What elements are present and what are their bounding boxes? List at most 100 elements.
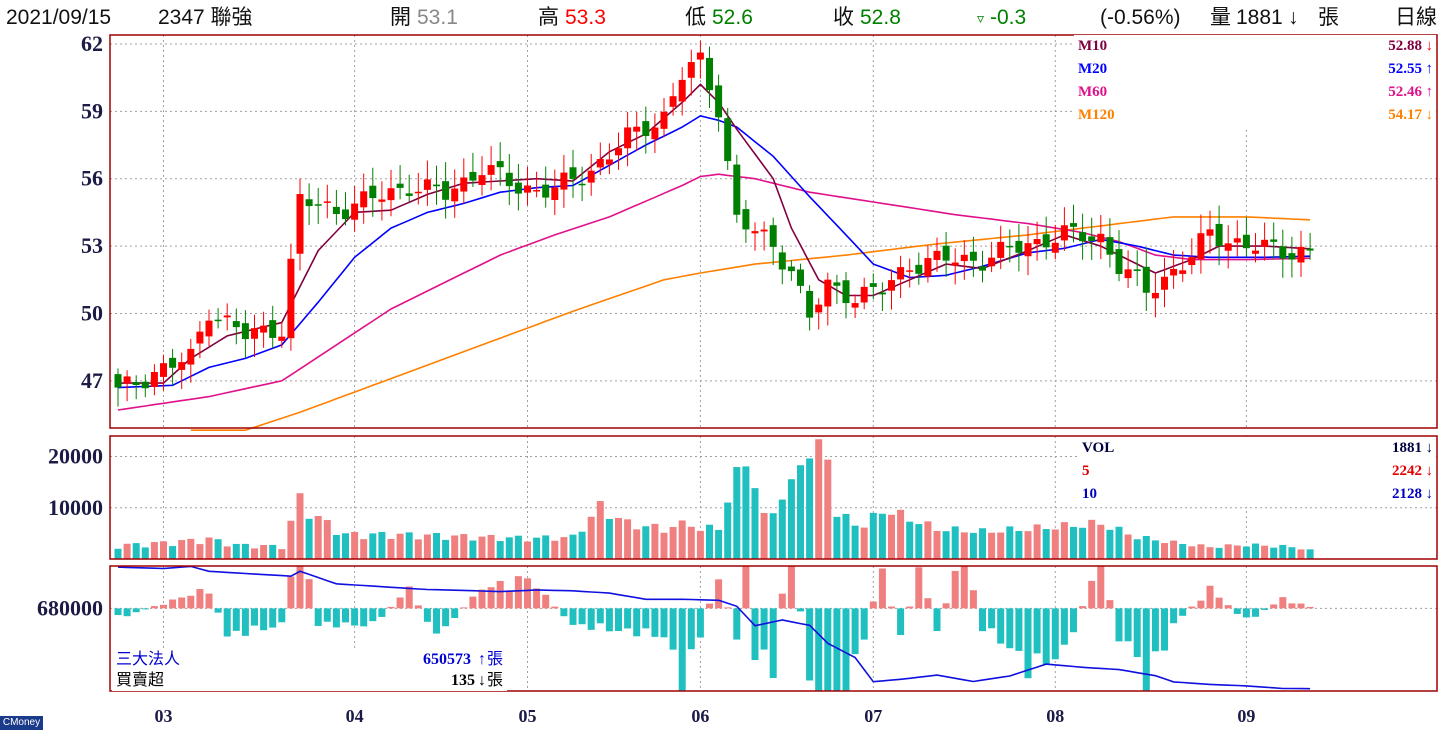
net-buy-bar — [1124, 608, 1132, 642]
volume-bar — [942, 531, 950, 559]
net-buy-bar — [1242, 608, 1250, 618]
month-tick-label: 08 — [1046, 706, 1064, 726]
volume-bar — [678, 520, 686, 559]
net-buy-bar — [1006, 608, 1014, 649]
volume-bar — [1197, 544, 1205, 559]
candle-up — [1124, 269, 1132, 279]
volume-bar — [141, 547, 149, 559]
net-buy-bar — [1088, 580, 1096, 609]
candle-up — [933, 250, 941, 260]
volume-bars — [114, 439, 1314, 559]
volume-bar — [724, 502, 732, 559]
net-buy-bar — [469, 596, 477, 609]
volume-value: 1881 — [1236, 6, 1283, 29]
net-buy-bar — [678, 608, 686, 691]
candle-down — [715, 85, 723, 118]
net-buy-bar — [651, 608, 659, 637]
volume-bar — [979, 528, 986, 559]
volume-bar — [751, 488, 759, 559]
volume-bar — [1270, 547, 1278, 559]
candle-down — [405, 193, 413, 196]
volume-bar — [951, 526, 959, 559]
volume-bar — [578, 531, 586, 559]
net-buy-bar — [806, 608, 814, 681]
net-buy-bar — [196, 589, 204, 609]
change-value: -0.3 — [990, 6, 1027, 29]
net-buy-bar — [369, 608, 377, 622]
net-buy-bar — [378, 608, 386, 617]
net-buy-bar — [260, 608, 268, 631]
net-buy-bar — [897, 608, 905, 636]
volume-bar — [287, 520, 295, 559]
volume-bar — [842, 513, 850, 559]
candle-down — [797, 269, 804, 286]
net-buy-bar — [997, 608, 1005, 644]
candle-down — [1306, 248, 1314, 251]
volume-bar — [969, 532, 977, 559]
net-buy-bar — [933, 608, 941, 632]
net-buy-bar — [642, 608, 650, 629]
candle-down — [942, 245, 950, 261]
volume-bar — [1088, 519, 1096, 559]
candle-down — [269, 320, 277, 338]
ma-legend-m120: M120 54.17 ↓ — [1074, 104, 1436, 127]
brand-logo: CMoney — [0, 716, 43, 730]
volume-bar — [1215, 547, 1223, 559]
candle-up — [696, 52, 704, 60]
candle-down — [433, 184, 440, 187]
net-buy-bar — [296, 566, 304, 609]
volume-bar — [778, 499, 786, 559]
net-buy-bar — [1033, 608, 1041, 654]
candle-down — [787, 266, 795, 272]
net-buy-bar — [687, 608, 695, 650]
ma-legend-m10: M10 52.88 ↓ — [1074, 35, 1436, 58]
volume-bar — [906, 521, 914, 559]
candle-up — [205, 320, 213, 337]
month-tick-label: 05 — [519, 706, 537, 726]
volume-bar — [1033, 524, 1041, 559]
candle-up — [988, 257, 996, 267]
net-buy-bar — [169, 599, 177, 609]
candle-up — [533, 190, 541, 192]
candle-up — [860, 286, 868, 303]
volume-bar — [387, 539, 395, 559]
vol5-name: 5 — [1082, 463, 1090, 479]
net-buy-bar — [342, 608, 349, 623]
candle-down — [878, 292, 886, 295]
net-buy-bar — [660, 608, 668, 638]
net-buy-bar — [269, 608, 277, 628]
net-buy-bar — [451, 608, 459, 618]
net-buy-bar — [1252, 608, 1259, 617]
close-value: 52.8 — [860, 6, 901, 29]
net-buy-bar — [396, 597, 404, 609]
volume-bar — [660, 532, 668, 559]
net-buy-bar — [979, 608, 986, 632]
net-buy-bar — [1097, 566, 1105, 609]
candle-up — [423, 179, 431, 190]
candle-up — [897, 267, 905, 280]
volume-bar — [150, 542, 158, 559]
net-buy-bar — [742, 566, 750, 609]
candle-up — [815, 304, 823, 313]
volume-bar — [351, 531, 359, 559]
net-buy-bar — [1188, 606, 1196, 609]
candle-down — [132, 382, 140, 385]
net-buy-bar — [524, 578, 531, 609]
candle-up — [1060, 225, 1068, 241]
net-buy-bar — [797, 608, 804, 612]
candle-down — [578, 183, 586, 186]
candle-up — [751, 231, 759, 234]
net-buy-bar — [160, 604, 167, 609]
net-buy-bar — [1233, 608, 1241, 614]
month-tick-label: 07 — [864, 706, 882, 726]
candle-up — [1188, 257, 1196, 266]
volume-bar — [1024, 531, 1032, 559]
volume-bar — [605, 518, 613, 559]
volume-bar — [642, 526, 650, 559]
volume-bar — [988, 532, 996, 559]
volume-bar — [178, 540, 186, 559]
vol-legend-5: 5 2242 ↓ — [1078, 460, 1436, 483]
volume-bar — [1279, 544, 1287, 559]
candle-up — [888, 280, 895, 291]
